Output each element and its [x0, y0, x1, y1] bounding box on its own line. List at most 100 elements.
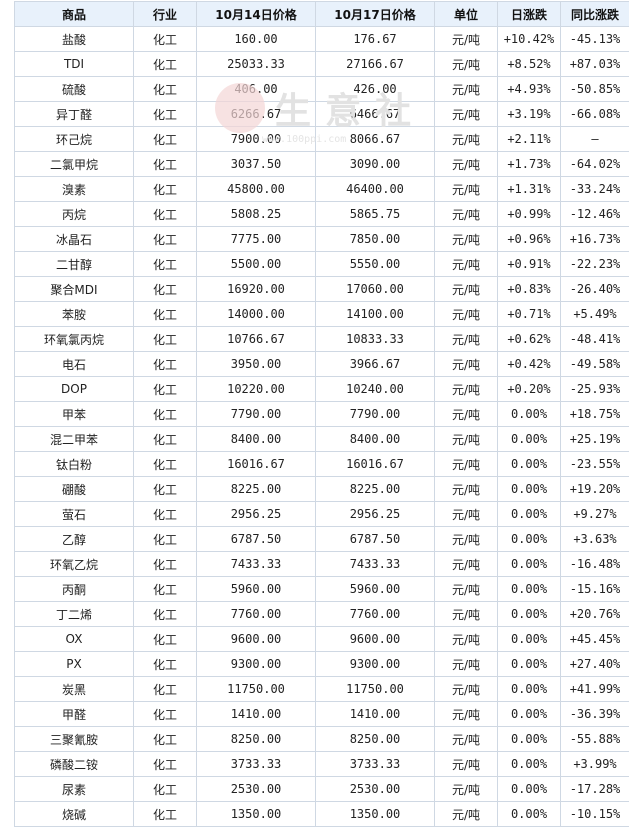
- cell-price-oct17: 3966.67: [316, 352, 435, 377]
- cell-product[interactable]: 硫酸: [15, 77, 134, 102]
- cell-price-oct14: 6787.50: [197, 527, 316, 552]
- cell-price-oct14: 3950.00: [197, 352, 316, 377]
- cell-price-oct17: 9600.00: [316, 627, 435, 652]
- cell-yoy-change: -64.02%: [561, 152, 629, 177]
- cell-product[interactable]: 环氧乙烷: [15, 552, 134, 577]
- cell-industry: 化工: [134, 52, 197, 77]
- cell-unit: 元/吨: [435, 677, 498, 702]
- cell-product[interactable]: 二甘醇: [15, 252, 134, 277]
- col-header-product: 商品: [15, 2, 134, 27]
- cell-unit: 元/吨: [435, 402, 498, 427]
- cell-industry: 化工: [134, 427, 197, 452]
- cell-unit: 元/吨: [435, 327, 498, 352]
- cell-daily-change: +3.19%: [498, 102, 561, 127]
- cell-unit: 元/吨: [435, 777, 498, 802]
- cell-product[interactable]: 聚合MDI: [15, 277, 134, 302]
- cell-product[interactable]: 冰晶石: [15, 227, 134, 252]
- cell-price-oct14: 16016.67: [197, 452, 316, 477]
- cell-industry: 化工: [134, 652, 197, 677]
- cell-industry: 化工: [134, 227, 197, 252]
- cell-yoy-change: -25.93%: [561, 377, 629, 402]
- cell-product[interactable]: 盐酸: [15, 27, 134, 52]
- cell-price-oct14: 6266.67: [197, 102, 316, 127]
- cell-daily-change: 0.00%: [498, 452, 561, 477]
- cell-unit: 元/吨: [435, 602, 498, 627]
- cell-price-oct17: 2956.25: [316, 502, 435, 527]
- cell-industry: 化工: [134, 627, 197, 652]
- cell-yoy-change: +3.99%: [561, 752, 629, 777]
- cell-product[interactable]: 钛白粉: [15, 452, 134, 477]
- cell-unit: 元/吨: [435, 652, 498, 677]
- cell-unit: 元/吨: [435, 502, 498, 527]
- cell-daily-change: +8.52%: [498, 52, 561, 77]
- cell-price-oct17: 3090.00: [316, 152, 435, 177]
- cell-product[interactable]: 环氧氯丙烷: [15, 327, 134, 352]
- cell-product[interactable]: 磷酸二铵: [15, 752, 134, 777]
- cell-industry: 化工: [134, 802, 197, 827]
- cell-product[interactable]: 甲苯: [15, 402, 134, 427]
- cell-daily-change: +0.83%: [498, 277, 561, 302]
- cell-yoy-change: —: [561, 127, 629, 152]
- cell-product[interactable]: 苯胺: [15, 302, 134, 327]
- cell-daily-change: +0.20%: [498, 377, 561, 402]
- cell-daily-change: +1.31%: [498, 177, 561, 202]
- cell-product[interactable]: 硼酸: [15, 477, 134, 502]
- col-header-unit: 单位: [435, 2, 498, 27]
- cell-yoy-change: -12.46%: [561, 202, 629, 227]
- cell-product[interactable]: 乙醇: [15, 527, 134, 552]
- cell-product[interactable]: 混二甲苯: [15, 427, 134, 452]
- cell-price-oct17: 8225.00: [316, 477, 435, 502]
- cell-product[interactable]: 异丁醛: [15, 102, 134, 127]
- cell-unit: 元/吨: [435, 802, 498, 827]
- cell-product[interactable]: 电石: [15, 352, 134, 377]
- cell-unit: 元/吨: [435, 352, 498, 377]
- cell-daily-change: 0.00%: [498, 802, 561, 827]
- cell-yoy-change: -55.88%: [561, 727, 629, 752]
- cell-product[interactable]: 环己烷: [15, 127, 134, 152]
- cell-product[interactable]: 甲醛: [15, 702, 134, 727]
- cell-product[interactable]: 萤石: [15, 502, 134, 527]
- cell-price-oct17: 8400.00: [316, 427, 435, 452]
- cell-yoy-change: +19.20%: [561, 477, 629, 502]
- cell-product[interactable]: 尿素: [15, 777, 134, 802]
- cell-product[interactable]: 丙酮: [15, 577, 134, 602]
- cell-product[interactable]: PX: [15, 652, 134, 677]
- cell-yoy-change: -16.48%: [561, 552, 629, 577]
- cell-price-oct14: 7433.33: [197, 552, 316, 577]
- cell-product[interactable]: 溴素: [15, 177, 134, 202]
- cell-product[interactable]: 炭黑: [15, 677, 134, 702]
- cell-yoy-change: -26.40%: [561, 277, 629, 302]
- cell-industry: 化工: [134, 252, 197, 277]
- cell-product[interactable]: 丁二烯: [15, 602, 134, 627]
- cell-unit: 元/吨: [435, 127, 498, 152]
- cell-industry: 化工: [134, 452, 197, 477]
- cell-product[interactable]: DOP: [15, 377, 134, 402]
- cell-yoy-change: -48.41%: [561, 327, 629, 352]
- cell-unit: 元/吨: [435, 102, 498, 127]
- cell-product[interactable]: TDI: [15, 52, 134, 77]
- cell-unit: 元/吨: [435, 27, 498, 52]
- cell-product[interactable]: 三聚氰胺: [15, 727, 134, 752]
- cell-product[interactable]: OX: [15, 627, 134, 652]
- cell-product[interactable]: 二氯甲烷: [15, 152, 134, 177]
- cell-price-oct14: 45800.00: [197, 177, 316, 202]
- cell-industry: 化工: [134, 577, 197, 602]
- cell-daily-change: 0.00%: [498, 727, 561, 752]
- cell-product[interactable]: 烧碱: [15, 802, 134, 827]
- cell-industry: 化工: [134, 377, 197, 402]
- cell-product[interactable]: 丙烷: [15, 202, 134, 227]
- cell-unit: 元/吨: [435, 252, 498, 277]
- cell-price-oct14: 5500.00: [197, 252, 316, 277]
- cell-daily-change: +2.11%: [498, 127, 561, 152]
